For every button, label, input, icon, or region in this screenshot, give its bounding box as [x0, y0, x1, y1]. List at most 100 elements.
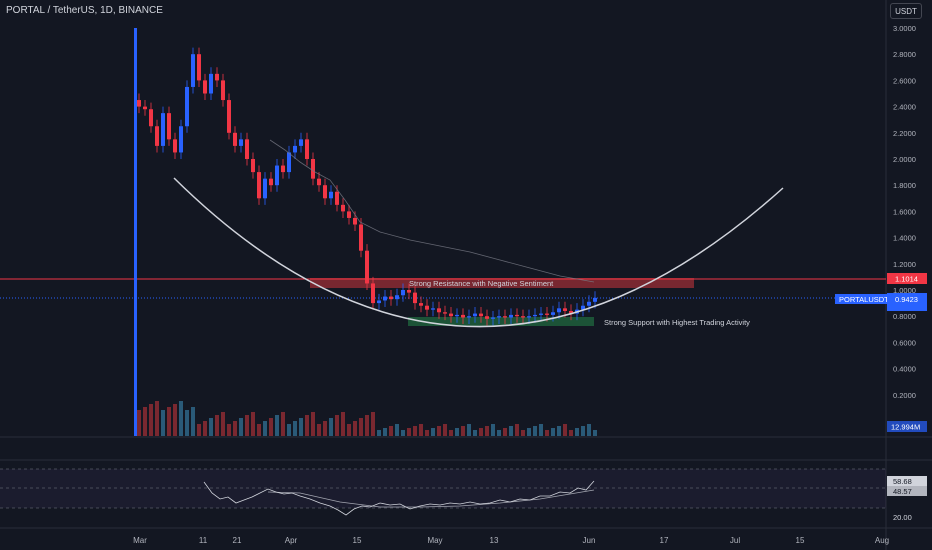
current-price-tag: [887, 293, 927, 311]
candle-body: [473, 313, 477, 317]
volume-bar: [539, 424, 543, 436]
volume-bar: [443, 424, 447, 436]
volume-bar: [557, 426, 561, 436]
volume-bar: [383, 428, 387, 436]
candle-body: [275, 165, 279, 186]
time-axis[interactable]: Mar 11 21 Apr 15 May 13 Jun 17 Jul 15 Aug: [133, 536, 889, 545]
candle-body: [425, 305, 429, 310]
candle-body: [503, 316, 507, 318]
candle-body: [179, 126, 183, 153]
candle-body: [431, 308, 435, 310]
price-tick-label: 2.2000: [893, 129, 916, 138]
candle-body: [371, 283, 375, 304]
volume-bar: [341, 412, 345, 436]
price-tick-label: 2.8000: [893, 50, 916, 59]
candle-body: [485, 316, 489, 319]
volume-bar: [221, 412, 225, 436]
volume-bar: [479, 428, 483, 436]
candle-body: [479, 313, 483, 317]
candle-body: [413, 292, 417, 304]
rsi-tick-label: 20.00: [893, 513, 912, 522]
volume-tag: [887, 421, 927, 432]
candle-body: [185, 86, 189, 127]
time-tick-label: Jun: [583, 536, 596, 545]
candle-body: [155, 126, 159, 146]
candles: [134, 28, 597, 436]
volume-bar: [269, 418, 273, 436]
resistance-price-label: 1.1014: [895, 275, 918, 284]
currency-button[interactable]: USDT: [890, 3, 922, 19]
candle-body: [389, 296, 393, 300]
candle-body: [239, 139, 243, 146]
candle-body: [263, 178, 267, 199]
time-tick-label: Mar: [133, 536, 147, 545]
candle-body: [209, 73, 213, 94]
candle-body: [395, 295, 399, 300]
volume-bar: [275, 415, 279, 436]
volume-bar: [179, 401, 183, 436]
candle-body: [317, 178, 321, 186]
candle-body: [509, 314, 513, 318]
price-tick-label: 0.4000: [893, 365, 916, 374]
candle-body: [203, 80, 207, 94]
candle-body: [269, 178, 273, 186]
candle-body: [173, 139, 177, 153]
volume-bar: [173, 404, 177, 436]
price-axis[interactable]: 3.0000 2.8000 2.6000 2.4000 2.2000 2.0000 1.80…: [893, 24, 916, 400]
rounding-bottom-curve[interactable]: [173, 177, 784, 328]
price-tick-label: 2.0000: [893, 155, 916, 164]
volume-bar: [461, 426, 465, 436]
candle-body: [353, 217, 357, 225]
candle-body: [449, 313, 453, 317]
candle-body: [191, 54, 195, 87]
resistance-price-tag: [887, 273, 927, 284]
price-tick-label: 0.2000: [893, 391, 916, 400]
volume-bar: [377, 430, 381, 436]
volume-bar: [581, 426, 585, 436]
volume-bar: [251, 412, 255, 436]
volume-bar: [197, 424, 201, 436]
volume-bar: [239, 418, 243, 436]
price-tick-label: 3.0000: [893, 24, 916, 33]
support-zone: [408, 317, 594, 326]
volume-bar: [473, 430, 477, 436]
candle-body: [287, 152, 291, 173]
candle-body: [251, 159, 255, 173]
volume-bar: [545, 430, 549, 436]
volume-bar: [509, 426, 513, 436]
candle-body: [521, 316, 525, 318]
volume-bar: [305, 415, 309, 436]
volume-bar: [323, 421, 327, 436]
volume-bar: [155, 401, 159, 436]
candle-body: [323, 185, 327, 199]
volume-bar: [353, 421, 357, 436]
candle-body: [407, 290, 411, 293]
time-tick-label: Jul: [730, 536, 740, 545]
price-tick-label: 1.0000: [893, 286, 916, 295]
volume-bar: [143, 407, 147, 436]
candle-body: [329, 191, 333, 199]
candle-body: [359, 224, 363, 251]
candle-body: [557, 308, 561, 313]
volume-bar: [299, 418, 303, 436]
volume-bar: [293, 421, 297, 436]
volume-bar: [161, 410, 165, 436]
volume-bar: [467, 424, 471, 436]
time-tick-label: 13: [490, 536, 499, 545]
candle-body: [593, 297, 597, 302]
volume-bar: [407, 428, 411, 436]
candle-body: [341, 204, 345, 212]
volume-bar: [245, 415, 249, 436]
volume-bar: [401, 430, 405, 436]
volume-bar: [575, 428, 579, 436]
candle-body: [491, 317, 495, 319]
volume-bar: [257, 424, 261, 436]
candle-body: [545, 313, 549, 315]
rsi-ma-line: [267, 489, 595, 508]
price-tick-label: 1.2000: [893, 260, 916, 269]
time-tick-label: May: [427, 536, 442, 545]
candle-body: [455, 314, 459, 317]
volume-bar: [449, 430, 453, 436]
candle-body: [149, 109, 153, 127]
